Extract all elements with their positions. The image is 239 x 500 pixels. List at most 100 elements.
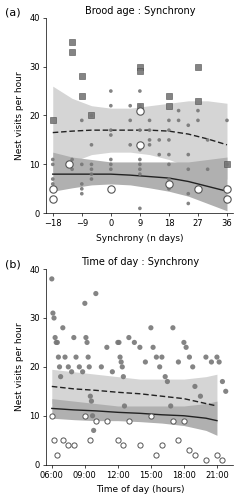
Point [90,170,93,178]
Point [116,338,120,346]
Point [51,156,55,164]
Point [138,102,142,110]
Point [59,372,63,380]
Point [55,451,59,459]
Point [66,363,70,371]
Point [120,363,124,371]
Point [158,363,162,371]
Point [138,62,142,70]
Point [188,353,191,361]
Point [151,344,155,351]
Point [109,131,113,139]
Point [167,116,171,124]
Point [196,116,200,124]
Point [204,456,208,464]
Point [86,353,90,361]
Point [128,102,132,110]
Point [80,180,84,188]
Point [80,72,84,80]
Point [154,451,158,459]
Point [116,436,120,444]
Point [186,122,190,130]
Point [105,416,109,424]
Point [224,388,228,396]
Point [186,166,190,173]
Title: Time of day : Synchrony: Time of day : Synchrony [81,257,199,267]
Point [167,150,171,158]
Point [56,353,60,361]
Point [138,87,142,95]
Point [182,416,186,424]
Point [54,338,58,346]
Point [196,106,200,114]
Point [83,300,87,308]
Point [121,372,125,380]
Point [163,372,167,380]
Point [138,68,142,76]
Point [80,92,84,100]
Point [51,185,55,193]
Point [80,160,84,168]
Point [176,436,180,444]
Point [132,338,136,346]
Point [90,160,93,168]
Point [138,344,142,351]
Title: Brood age : Synchrony: Brood age : Synchrony [85,6,195,16]
Point [196,97,200,105]
Point [58,363,61,371]
Text: (b): (b) [5,260,21,270]
Point [66,441,70,449]
Point [52,436,56,444]
Point [70,368,74,376]
Point [191,363,195,371]
Point [165,378,169,386]
Point [61,324,65,332]
Point [94,290,98,298]
Point [123,402,126,410]
Point [157,150,161,158]
Point [81,368,85,376]
Point [167,175,171,183]
Point [90,112,93,120]
Point [51,194,55,202]
Point [53,334,57,342]
Y-axis label: Nest visits per hour: Nest visits per hour [15,71,24,160]
Point [196,62,200,70]
Point [109,160,113,168]
Point [186,150,190,158]
Point [67,160,71,168]
Point [148,136,152,144]
Point [138,160,142,168]
Point [143,358,147,366]
Point [87,363,91,371]
Point [167,102,171,110]
Point [225,116,229,124]
Point [119,358,123,366]
Point [90,175,93,183]
Point [109,126,113,134]
Point [110,368,114,376]
Point [221,378,224,386]
Point [118,353,122,361]
Point [148,116,152,124]
Point [138,166,142,173]
Point [92,426,96,434]
Point [80,190,84,198]
Point [177,116,180,124]
Point [85,338,89,346]
Point [167,185,171,193]
Point [138,204,142,212]
Point [51,175,55,183]
Point [138,146,142,154]
Point [225,185,229,193]
Point [206,136,210,144]
Point [109,87,113,95]
Point [171,324,175,332]
Point [167,180,171,188]
Point [138,156,142,164]
Point [199,392,202,400]
Point [70,48,74,56]
Point [215,451,219,459]
Point [225,160,229,168]
Point [51,160,55,168]
